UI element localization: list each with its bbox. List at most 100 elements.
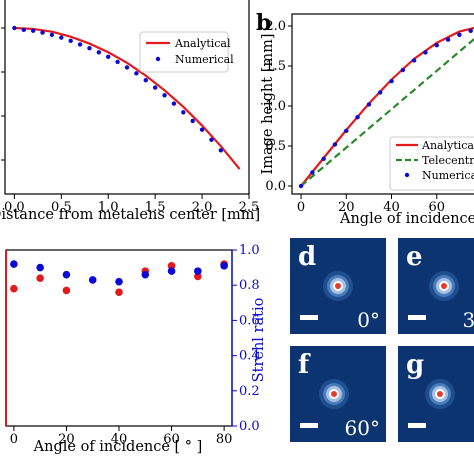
panel-b-legend-label-numerical: Numerical <box>422 169 474 182</box>
panel-c-point-red <box>62 286 71 295</box>
panel-c-y2tick-label: 1.0 <box>239 243 260 258</box>
panel-b-axes-frame <box>291 13 474 195</box>
panel-a-point-numerical <box>162 93 167 98</box>
panel-b-xtick-label: 60 <box>428 200 445 215</box>
panel-a-point-numerical <box>218 148 224 153</box>
panel-a-point-numerical <box>199 127 205 132</box>
panel-a-legend-label-numerical: Numerical <box>175 53 234 66</box>
panel-a-point-numerical <box>143 78 148 83</box>
panel-a-point-numerical <box>77 42 83 47</box>
panel-c-xtick-label: 20 <box>58 432 75 447</box>
panel-a-point-numerical <box>68 38 73 44</box>
panel-a-point-numerical <box>49 32 55 38</box>
panel-b-series-telecentric <box>300 37 474 187</box>
panel-b-point-numerical <box>457 32 462 37</box>
psf-panel-g: g 8 <box>398 346 474 442</box>
panel-b-xtick-label: 20 <box>338 200 355 215</box>
panel-b-ytick-label: 0.0 <box>265 179 286 194</box>
panel-b-point-numerical <box>310 170 315 175</box>
panel-a-point-numerical <box>40 30 45 35</box>
panel-c-xtick-label: 0 <box>10 432 18 447</box>
panel-a-point-numerical <box>96 50 102 55</box>
panel-b-point-numerical <box>434 43 439 48</box>
panel-c-point-blue <box>194 267 202 275</box>
panel-b-ytick-label: 1.0 <box>265 99 286 114</box>
panel-b-xlabel: Angle of incidence [ ° <box>339 211 474 227</box>
scale-bar <box>300 423 318 428</box>
panel-a-xlabel: Distance from metalens center [mm] <box>0 207 260 223</box>
panel-a-point-numerical <box>209 137 214 142</box>
panel-a-point-numerical <box>124 65 130 70</box>
panel-c-y2tick-label: 0.0 <box>239 419 260 434</box>
panel-a-legend-label-analytical: Analytical <box>174 37 231 50</box>
panel-b-legend-swatch-numerical <box>404 172 410 178</box>
panel-a-axes-frame <box>4 0 250 195</box>
psf-panel-e: e 30 <box>398 238 474 334</box>
psf-label-g: g <box>406 350 425 380</box>
panel-b-point-numerical <box>423 50 428 55</box>
psf-ring <box>437 391 443 397</box>
panel-b-chart: b 0 20 40 60 0.0 0.5 1.0 1.5 2.0 Analytical Tele… <box>256 10 474 227</box>
panel-c-y2tick-label: 0.4 <box>239 349 260 364</box>
panel-b-point-numerical <box>468 28 473 33</box>
panel-c-point-blue <box>220 262 228 270</box>
panel-c-xtick-label: 60 <box>163 432 180 447</box>
panel-a-xtick-label: 0.0 <box>4 200 25 215</box>
panel-c-point-blue <box>167 267 176 275</box>
panel-a-legend-swatch-numerical <box>155 56 161 62</box>
panel-c-point-blue <box>141 270 150 279</box>
panel-c-point-red <box>194 272 202 281</box>
panel-c-point-red <box>36 274 44 282</box>
psf-angle-d: 0° <box>357 308 380 332</box>
panel-c-point-red <box>115 288 123 297</box>
panel-b-legend-label-telecentric: Telecentric <box>422 154 474 167</box>
psf-label-d: d <box>298 242 317 272</box>
panel-c-chart: 0 20 40 60 80 0.0 0.2 0.4 0.6 0.8 1.0 Angle of in… <box>5 243 267 455</box>
panel-b-ytick-label: 1.5 <box>265 59 286 74</box>
panel-a-point-numerical <box>30 28 36 33</box>
panel-b-point-numerical <box>344 128 349 133</box>
panel-a-xtick-label: 0.5 <box>51 200 72 215</box>
panel-a-point-numerical <box>21 27 26 33</box>
panel-b-xtick-label: 0 <box>297 200 305 215</box>
panel-a-point-numerical <box>59 35 64 40</box>
psf-panel-f: f 60° <box>290 346 386 442</box>
panel-b-point-numerical <box>298 183 304 189</box>
panel-b-point-numerical <box>366 102 372 107</box>
scale-bar <box>408 423 426 428</box>
panel-c-point-red <box>10 284 18 293</box>
psf-panel-d: d 0° <box>290 238 386 334</box>
panel-a-point-numerical <box>115 59 120 65</box>
panel-a-point-numerical <box>190 118 195 124</box>
panel-a-xtick-label: 1.5 <box>145 200 166 215</box>
panel-b-ytick-label: 2.0 <box>265 19 286 34</box>
panel-b-point-numerical <box>445 37 451 42</box>
panel-a-point-numerical <box>171 101 177 106</box>
panel-c-y2tick-label: 0.6 <box>239 313 260 328</box>
panel-b-point-numerical <box>400 67 406 73</box>
psf-label-e: e <box>406 242 423 272</box>
panel-a-xtick-label: 2.0 <box>192 200 213 215</box>
panel-b-ylabel: Image height [mm] <box>260 33 276 174</box>
psf-angle-f: 60° <box>344 416 380 440</box>
psf-ring <box>441 283 447 289</box>
panel-b-point-numerical <box>321 156 326 161</box>
panel-c-point-blue <box>88 276 97 284</box>
panel-b-point-numerical <box>389 79 394 84</box>
panel-c-xtick-label: 40 <box>111 432 128 447</box>
panel-c-y2tick-label: 0.8 <box>239 278 260 293</box>
panel-c-point-blue <box>62 270 71 279</box>
panel-b-point-numerical <box>378 90 383 95</box>
panel-c-point-blue <box>115 277 123 286</box>
psf-ring <box>335 283 341 289</box>
panel-a-xtick-label: 2.5 <box>239 200 260 215</box>
panel-a-point-numerical <box>181 110 186 115</box>
panel-c-point-blue <box>10 260 18 268</box>
panel-c-xtick-label: 80 <box>216 432 233 447</box>
scale-bar <box>408 315 426 320</box>
panel-c-y2label: Strehl ratio <box>251 298 267 383</box>
panel-b-point-numerical <box>332 142 338 147</box>
panel-c-y2tick-label: 0.2 <box>239 384 260 399</box>
scale-bar <box>300 315 318 320</box>
